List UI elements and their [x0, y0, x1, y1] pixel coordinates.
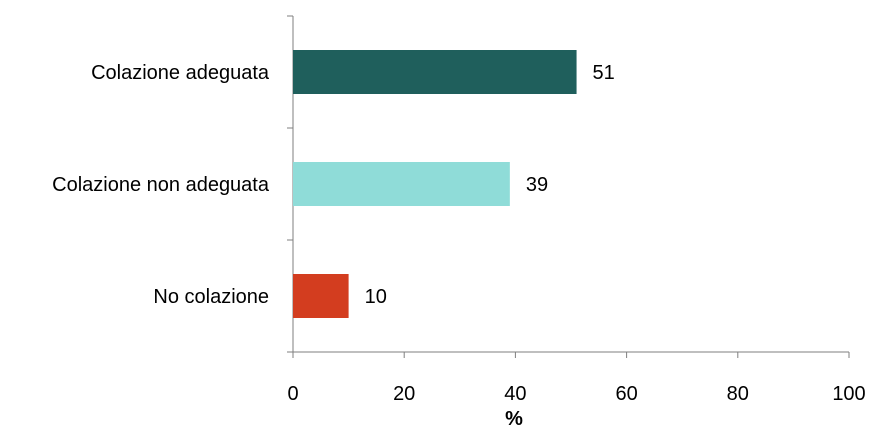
x-tick-label: 100 [832, 383, 865, 405]
x-tick-labels: 0 20 40 60 80 100 [287, 383, 865, 405]
y-axis [287, 15, 294, 353]
x-axis [292, 351, 850, 358]
x-axis-title: % [505, 408, 523, 430]
category-labels: Colazione adeguata Colazione non adeguata… [52, 62, 270, 308]
x-tick-label: 80 [727, 383, 749, 405]
data-label: 51 [593, 62, 615, 84]
x-tick-label: 0 [287, 383, 298, 405]
data-label: 10 [365, 286, 387, 308]
x-tick-label: 40 [504, 383, 526, 405]
data-label: 39 [526, 174, 548, 196]
bar [293, 274, 349, 318]
bar [293, 162, 510, 206]
category-label: No colazione [153, 286, 269, 308]
category-label: Colazione non adeguata [52, 174, 270, 196]
value-labels: 51 39 10 [365, 62, 615, 308]
x-tick-label: 20 [393, 383, 415, 405]
category-label: Colazione adeguata [91, 62, 270, 84]
x-tick-label: 60 [615, 383, 637, 405]
bar [293, 50, 577, 94]
bars [293, 50, 577, 318]
